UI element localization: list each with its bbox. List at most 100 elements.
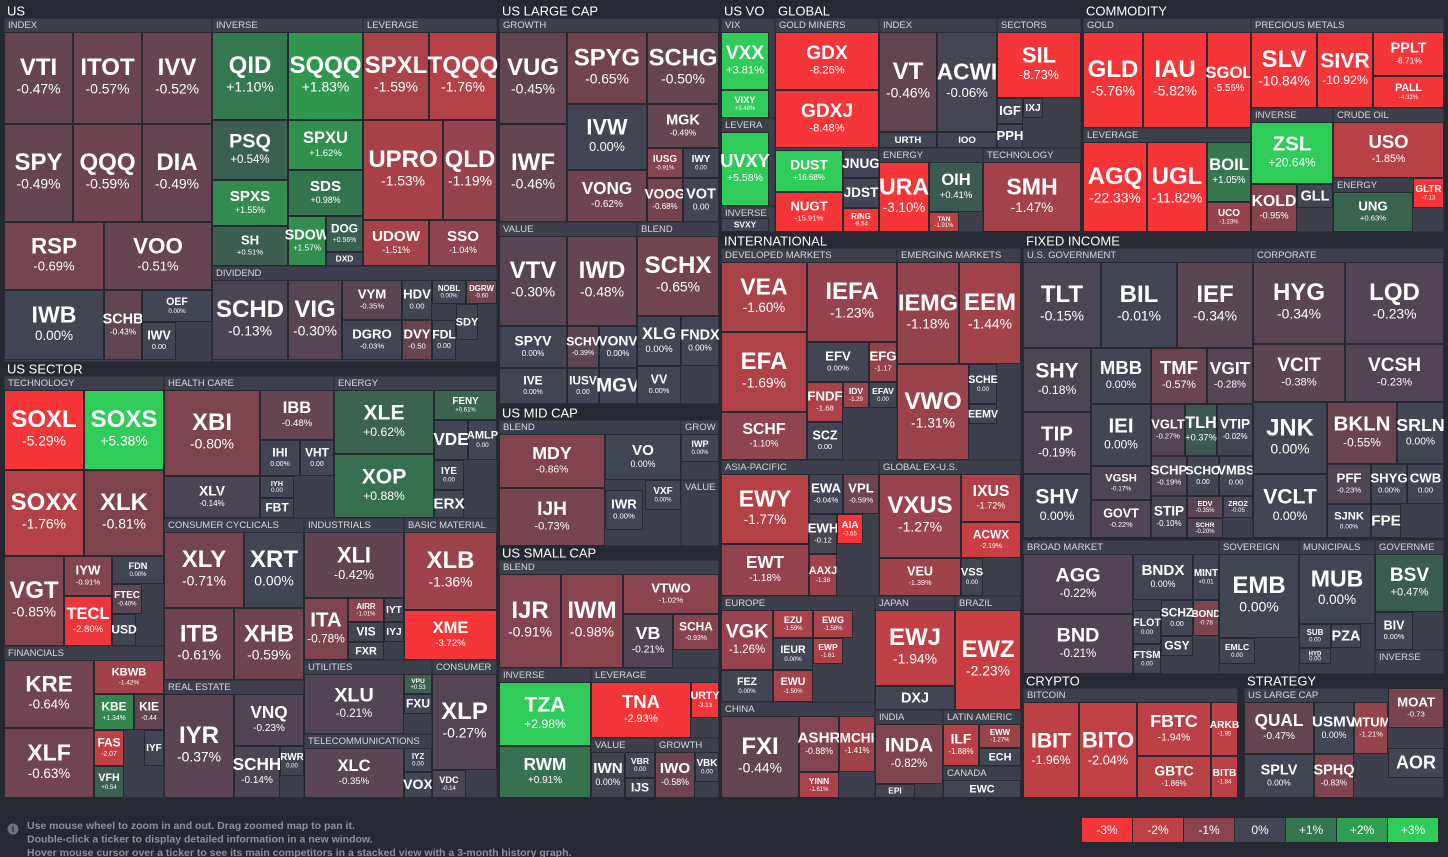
tile[interactable] bbox=[4, 32, 73, 124]
ticker[interactable]: VGSH bbox=[1105, 473, 1137, 485]
ticker[interactable]: EEM bbox=[964, 289, 1016, 316]
tile[interactable] bbox=[1388, 688, 1444, 728]
ticker[interactable]: FPE bbox=[1371, 513, 1401, 530]
ticker[interactable]: VOT bbox=[686, 186, 716, 202]
ticker[interactable]: FDN bbox=[129, 561, 148, 571]
ticker[interactable]: OIH bbox=[941, 171, 970, 189]
ticker[interactable]: VMBS bbox=[1217, 463, 1255, 478]
tile[interactable] bbox=[1091, 404, 1151, 466]
tile[interactable] bbox=[212, 226, 288, 266]
tile[interactable] bbox=[104, 222, 212, 290]
ticker[interactable]: EWY bbox=[739, 485, 792, 511]
ticker[interactable]: SCHZ bbox=[1161, 606, 1193, 620]
tile[interactable] bbox=[799, 716, 839, 772]
tile[interactable] bbox=[721, 218, 769, 232]
ticker[interactable]: FTEC bbox=[114, 590, 140, 601]
ticker[interactable]: TQQQ bbox=[428, 52, 499, 79]
ticker[interactable]: PZA bbox=[1332, 628, 1361, 644]
tile[interactable] bbox=[1244, 754, 1314, 798]
tile[interactable] bbox=[4, 222, 104, 290]
tile[interactable] bbox=[1333, 122, 1444, 178]
tile[interactable] bbox=[879, 474, 961, 558]
ticker[interactable]: AIRR bbox=[356, 602, 376, 611]
tile[interactable] bbox=[466, 280, 497, 304]
tile[interactable] bbox=[1331, 624, 1361, 648]
tile[interactable] bbox=[997, 32, 1081, 98]
ticker[interactable]: IAU bbox=[1154, 56, 1195, 83]
tile[interactable] bbox=[304, 674, 404, 734]
tile[interactable] bbox=[1314, 754, 1354, 798]
tile[interactable] bbox=[1207, 348, 1253, 404]
ticker[interactable]: UVXY bbox=[720, 151, 770, 171]
tile[interactable] bbox=[721, 610, 773, 670]
tile[interactable] bbox=[637, 316, 681, 366]
tile[interactable] bbox=[84, 470, 164, 556]
tile[interactable] bbox=[721, 670, 773, 702]
ticker[interactable]: FEZ bbox=[737, 676, 758, 688]
ticker[interactable]: SHV bbox=[1035, 486, 1078, 509]
tile[interactable] bbox=[244, 532, 304, 608]
tile[interactable] bbox=[1211, 702, 1238, 756]
ticker[interactable]: TZA bbox=[524, 694, 565, 717]
tile[interactable] bbox=[1397, 402, 1444, 464]
ticker[interactable]: EWA bbox=[811, 480, 842, 495]
ticker[interactable]: VT bbox=[893, 58, 924, 85]
ticker[interactable]: NUGT bbox=[790, 198, 827, 213]
ticker[interactable]: BOND bbox=[1192, 609, 1221, 620]
ticker[interactable]: GLL bbox=[1301, 188, 1330, 204]
tile[interactable] bbox=[142, 290, 212, 322]
ticker[interactable]: EFV bbox=[825, 348, 851, 363]
ticker[interactable]: VOX bbox=[403, 776, 433, 792]
tile[interactable] bbox=[721, 544, 809, 596]
tile[interactable] bbox=[591, 752, 625, 798]
tile[interactable] bbox=[775, 192, 843, 232]
tile[interactable] bbox=[499, 32, 567, 124]
ticker[interactable]: XLC bbox=[338, 757, 371, 775]
ticker[interactable]: BIL bbox=[1120, 281, 1159, 308]
ticker[interactable]: CWB bbox=[1410, 470, 1442, 485]
ticker[interactable]: MCHI bbox=[840, 730, 875, 745]
ticker[interactable]: XHB bbox=[244, 620, 294, 647]
ticker[interactable]: TECL bbox=[66, 605, 109, 623]
tile[interactable] bbox=[112, 556, 164, 584]
tile[interactable] bbox=[897, 364, 969, 460]
ticker[interactable]: RWM bbox=[524, 754, 567, 774]
ticker[interactable]: RWR bbox=[280, 752, 303, 763]
ticker[interactable]: AIA bbox=[841, 520, 858, 531]
tile[interactable] bbox=[104, 290, 142, 360]
ticker[interactable]: MBB bbox=[1100, 357, 1142, 378]
tile[interactable] bbox=[348, 622, 384, 642]
ticker[interactable]: TAN bbox=[937, 216, 950, 223]
tile[interactable] bbox=[681, 434, 719, 462]
ticker[interactable]: IYF bbox=[146, 743, 162, 754]
tile[interactable] bbox=[429, 220, 497, 266]
ticker[interactable]: VGLT bbox=[1151, 417, 1185, 432]
tile[interactable] bbox=[1345, 262, 1444, 344]
ticker[interactable]: DXJ bbox=[901, 690, 929, 706]
ticker[interactable]: VSS bbox=[961, 567, 983, 579]
tile[interactable] bbox=[647, 32, 719, 104]
ticker[interactable]: IEI bbox=[1108, 415, 1133, 438]
ticker[interactable]: XLU bbox=[334, 685, 374, 707]
tile[interactable] bbox=[1345, 344, 1444, 402]
ticker[interactable]: VGIT bbox=[1210, 358, 1251, 378]
ticker[interactable]: SQQQ bbox=[289, 52, 361, 79]
ticker[interactable]: IYE bbox=[441, 466, 457, 477]
ticker[interactable]: TMF bbox=[1160, 357, 1198, 378]
ticker[interactable]: TIP bbox=[1041, 423, 1073, 446]
tile[interactable] bbox=[1187, 456, 1219, 496]
ticker[interactable]: EEMV bbox=[968, 408, 998, 420]
ticker[interactable]: VDC bbox=[439, 775, 459, 785]
ticker[interactable]: DOG bbox=[331, 222, 358, 236]
ticker[interactable]: IUSG bbox=[653, 154, 677, 165]
tile[interactable] bbox=[456, 304, 478, 340]
ticker[interactable]: IWB bbox=[32, 301, 77, 327]
tile[interactable] bbox=[879, 32, 937, 132]
tile[interactable] bbox=[1375, 612, 1413, 650]
tile[interactable] bbox=[499, 682, 591, 746]
tile[interactable] bbox=[432, 770, 466, 798]
tile[interactable] bbox=[164, 608, 234, 680]
tile[interactable] bbox=[809, 554, 837, 596]
tile[interactable] bbox=[929, 212, 959, 232]
ticker[interactable]: VTV bbox=[510, 257, 557, 284]
